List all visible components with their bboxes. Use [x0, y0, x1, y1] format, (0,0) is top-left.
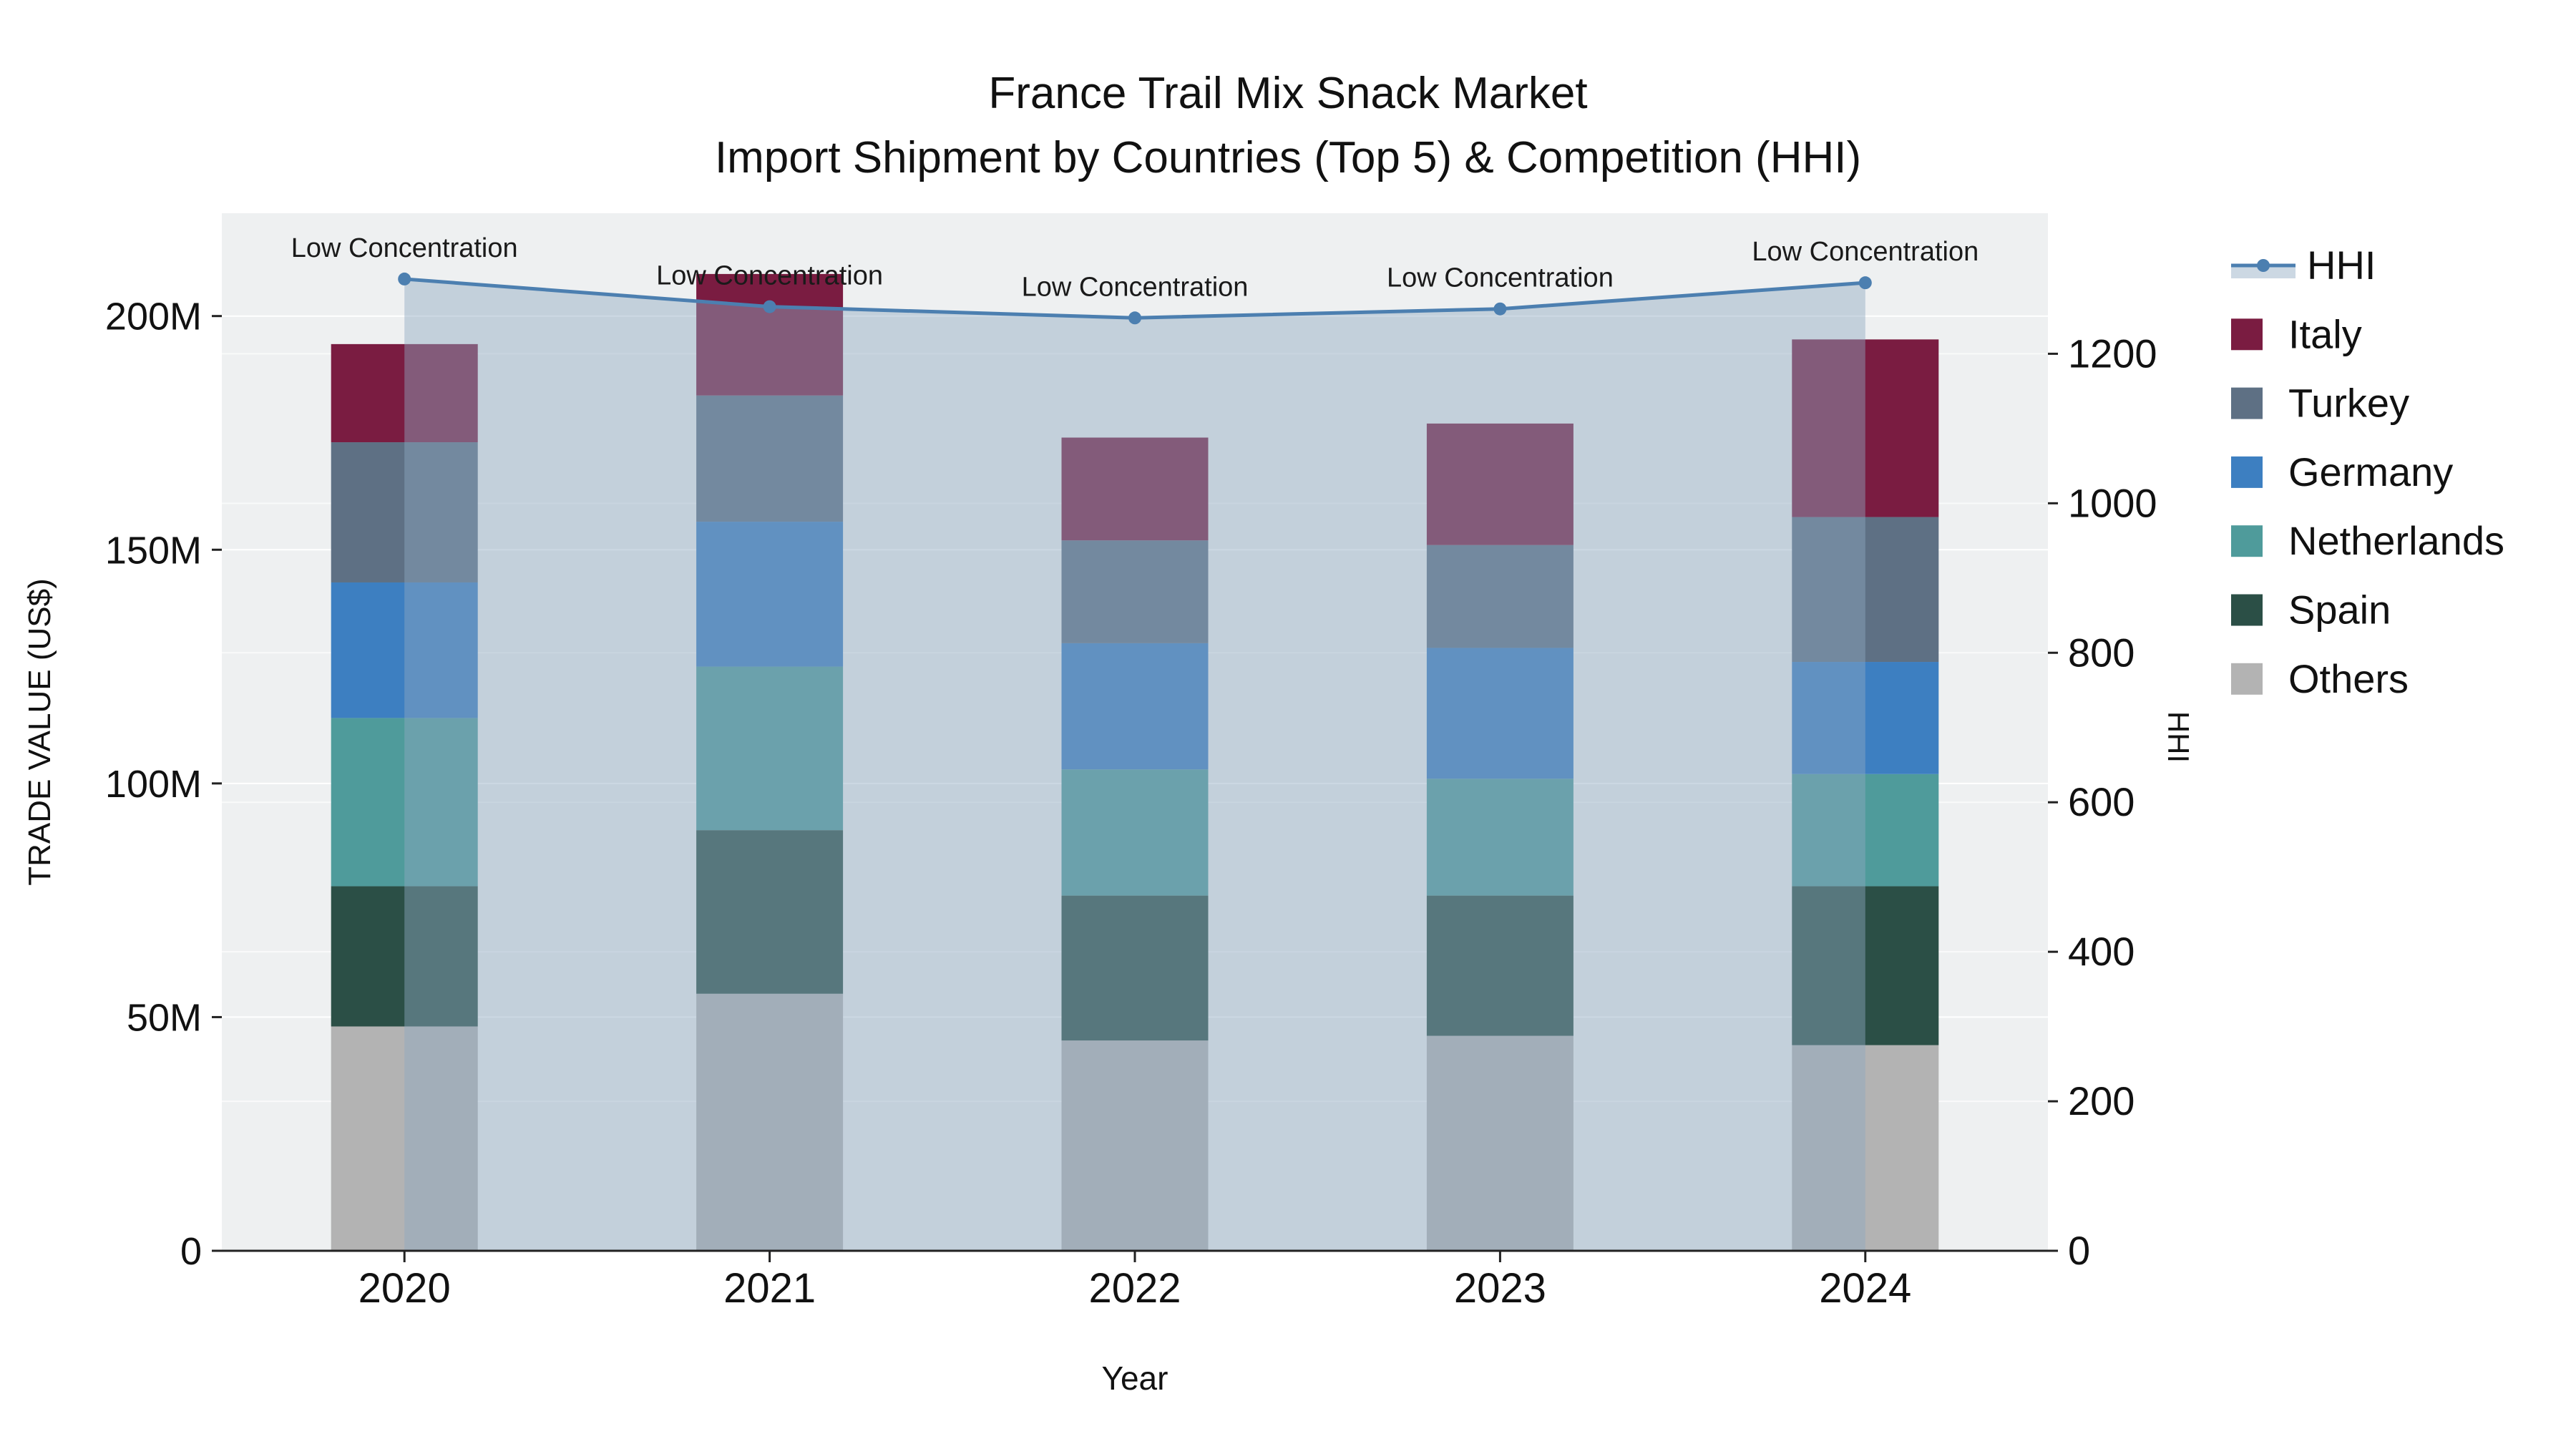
legend-label: Germany: [2288, 449, 2453, 494]
bar-segment-italy: [1792, 339, 1939, 517]
bar-segment-italy: [1061, 437, 1209, 541]
bar-segment-spain: [696, 830, 844, 994]
legend-item-netherlands[interactable]: Netherlands: [2231, 518, 2504, 563]
legend-item-others[interactable]: Others: [2231, 656, 2409, 701]
legend-color-swatch: [2231, 318, 2263, 351]
y-left-tick-label: 100M: [105, 763, 202, 806]
bar-segment-netherlands: [1792, 774, 1939, 887]
y-left-tick-label: 200M: [105, 296, 202, 338]
hhi-marker: [398, 272, 411, 286]
x-tick-label: 2021: [723, 1265, 816, 1312]
x-axis-title: Year: [1102, 1360, 1169, 1397]
bar-segment-others: [1061, 1040, 1209, 1251]
x-tick-label: 2023: [1454, 1265, 1546, 1312]
legend-label: Turkey: [2288, 381, 2409, 426]
legend-item-spain[interactable]: Spain: [2231, 587, 2391, 633]
y-right-tick-label: 600: [2068, 779, 2135, 824]
chart-title-line1: France Trail Mix Snack Market: [988, 69, 1588, 118]
y-right-tick-label: 1000: [2068, 480, 2157, 525]
y-right-tick-label: 0: [2068, 1228, 2090, 1273]
legend-item-italy[interactable]: Italy: [2231, 311, 2362, 356]
legend-hhi-marker: [2257, 259, 2270, 272]
bar-segment-netherlands: [696, 666, 844, 831]
y-right-tick-label: 800: [2068, 630, 2135, 675]
annotation-low-concentration: Low Concentration: [1022, 272, 1249, 302]
hhi-marker: [763, 300, 776, 313]
hhi-marker: [1858, 276, 1872, 290]
bar-segment-spain: [331, 886, 478, 1027]
legend-label: HHI: [2307, 243, 2376, 288]
x-tick-label: 2020: [358, 1265, 451, 1312]
bar-segment-italy: [1426, 423, 1574, 545]
annotation-low-concentration: Low Concentration: [291, 233, 518, 263]
bar-segment-germany: [696, 522, 844, 667]
hhi-area-fill: [404, 278, 1865, 1251]
legend-label: Others: [2288, 656, 2409, 701]
legend-item-turkey[interactable]: Turkey: [2231, 381, 2409, 426]
legend-color-swatch: [2231, 594, 2263, 626]
hhi-marker: [1493, 302, 1507, 316]
bar-segment-others: [1792, 1045, 1939, 1251]
legend-color-swatch: [2231, 387, 2263, 419]
legend-label: Spain: [2288, 587, 2391, 633]
legend-color-swatch: [2231, 525, 2263, 557]
bar-segment-turkey: [1061, 540, 1209, 643]
bar-segment-italy: [696, 273, 844, 396]
annotation-low-concentration: Low Concentration: [656, 261, 883, 291]
bar-segment-turkey: [1792, 517, 1939, 663]
bar-segment-italy: [331, 343, 478, 443]
bar-segment-others: [696, 993, 844, 1251]
bar-segment-germany: [331, 582, 478, 718]
bar-segment-turkey: [1426, 545, 1574, 648]
x-tick-label: 2022: [1088, 1265, 1181, 1312]
bar-segment-netherlands: [1426, 779, 1574, 896]
bar-segment-spain: [1061, 895, 1209, 1041]
y-right-tick-label: 400: [2068, 929, 2135, 974]
bar-segment-turkey: [331, 442, 478, 582]
bar-segment-germany: [1792, 662, 1939, 774]
y-right-tick-label: 200: [2068, 1078, 2135, 1123]
chart-title-line2: Import Shipment by Countries (Top 5) & C…: [714, 133, 1862, 182]
legend-label: Italy: [2288, 311, 2362, 356]
y-left-tick-label: 150M: [105, 529, 202, 572]
bar-segment-spain: [1792, 886, 1939, 1045]
legend-label: Netherlands: [2288, 518, 2504, 563]
legend-item-hhi[interactable]: HHI: [2231, 243, 2376, 288]
bar-segment-turkey: [696, 395, 844, 522]
y-right-axis-title: HHI: [2162, 711, 2195, 763]
chart-title: France Trail Mix Snack Market Import Shi…: [0, 62, 2576, 190]
bar-segment-netherlands: [1061, 769, 1209, 896]
y-right-tick-label: 1200: [2068, 331, 2157, 376]
annotation-low-concentration: Low Concentration: [1752, 237, 1979, 267]
bar-segment-others: [1426, 1035, 1574, 1251]
legend-color-swatch: [2231, 663, 2263, 695]
annotation-low-concentration: Low Concentration: [1387, 263, 1614, 293]
y-left-tick-label: 50M: [127, 996, 202, 1039]
bar-segment-others: [331, 1026, 478, 1251]
x-tick-label: 2024: [1819, 1265, 1911, 1312]
y-left-tick-label: 0: [180, 1230, 202, 1273]
bar-segment-netherlands: [331, 718, 478, 887]
legend-color-swatch: [2231, 456, 2263, 488]
bar-segment-germany: [1426, 648, 1574, 779]
legend-item-germany[interactable]: Germany: [2231, 449, 2453, 494]
bar-segment-spain: [1426, 895, 1574, 1036]
hhi-marker: [1128, 311, 1141, 325]
y-left-axis-title: TRADE VALUE (US$): [22, 578, 57, 886]
bar-segment-germany: [1061, 643, 1209, 770]
